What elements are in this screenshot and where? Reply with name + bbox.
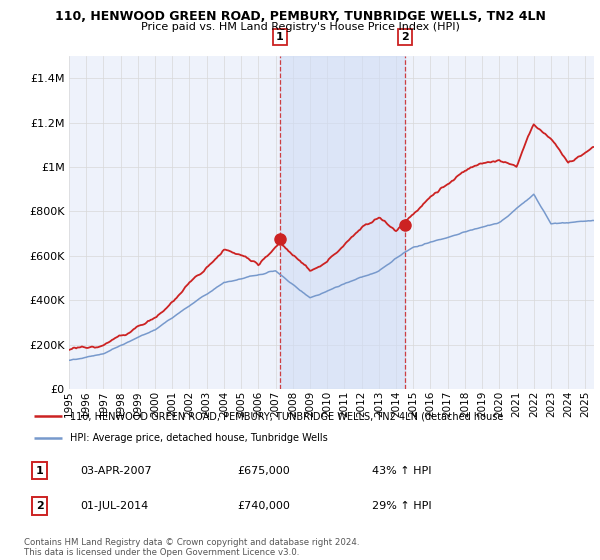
Text: 29% ↑ HPI: 29% ↑ HPI [372,501,431,511]
Text: £740,000: £740,000 [237,501,290,511]
Text: 2: 2 [36,501,44,511]
Text: 1: 1 [276,32,284,42]
Text: 43% ↑ HPI: 43% ↑ HPI [372,466,431,475]
Text: Price paid vs. HM Land Registry's House Price Index (HPI): Price paid vs. HM Land Registry's House … [140,22,460,32]
Text: 2: 2 [401,32,409,42]
Text: 1: 1 [36,466,44,475]
Text: £675,000: £675,000 [237,466,290,475]
Text: 01-JUL-2014: 01-JUL-2014 [80,501,148,511]
Text: 110, HENWOOD GREEN ROAD, PEMBURY, TUNBRIDGE WELLS, TN2 4LN: 110, HENWOOD GREEN ROAD, PEMBURY, TUNBRI… [55,10,545,22]
Bar [280,56,404,389]
Text: Contains HM Land Registry data © Crown copyright and database right 2024.
This d: Contains HM Land Registry data © Crown c… [24,538,359,557]
Text: 110, HENWOOD GREEN ROAD, PEMBURY, TUNBRIDGE WELLS, TN2 4LN (detached house: 110, HENWOOD GREEN ROAD, PEMBURY, TUNBRI… [70,411,503,421]
Text: 03-APR-2007: 03-APR-2007 [80,466,152,475]
Text: HPI: Average price, detached house, Tunbridge Wells: HPI: Average price, detached house, Tunb… [70,433,328,443]
